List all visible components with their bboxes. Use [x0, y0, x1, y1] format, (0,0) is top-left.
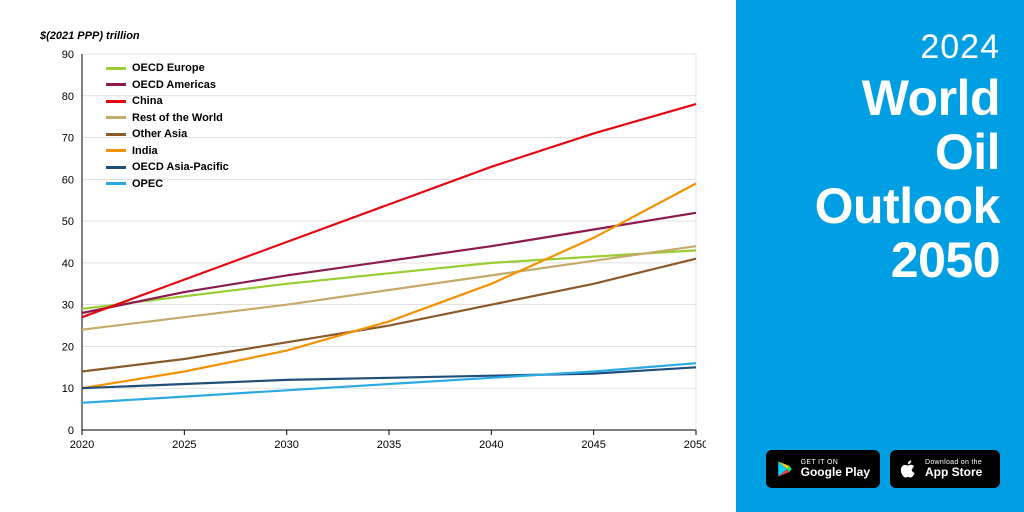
- legend-label: OECD Asia-Pacific: [132, 159, 229, 176]
- legend-item: China: [106, 93, 229, 110]
- legend: OECD EuropeOECD AmericasChinaRest of the…: [106, 60, 229, 192]
- svg-text:30: 30: [62, 300, 74, 312]
- legend-item: OPEC: [106, 176, 229, 193]
- svg-text:60: 60: [62, 174, 74, 186]
- legend-label: OECD Americas: [132, 77, 216, 94]
- legend-item: OECD Americas: [106, 77, 229, 94]
- legend-swatch: [106, 149, 126, 152]
- google-play-icon: [776, 460, 794, 478]
- svg-text:2040: 2040: [479, 439, 503, 451]
- svg-text:2050: 2050: [684, 439, 706, 451]
- title-block: World Oil Outlook 2050: [760, 71, 1000, 287]
- legend-item: OECD Europe: [106, 60, 229, 77]
- legend-swatch: [106, 182, 126, 185]
- side-panel: 2024 World Oil Outlook 2050 GET IT ON Go…: [736, 0, 1024, 512]
- title-line-1: World: [760, 71, 1000, 125]
- legend-swatch: [106, 67, 126, 70]
- legend-swatch: [106, 116, 126, 119]
- svg-text:0: 0: [68, 425, 74, 437]
- legend-label: OPEC: [132, 176, 163, 193]
- legend-label: China: [132, 93, 163, 110]
- legend-swatch: [106, 166, 126, 169]
- svg-text:90: 90: [62, 49, 74, 61]
- google-big-text: Google Play: [801, 466, 870, 479]
- y-axis-label: $(2021 PPP) trillion: [40, 30, 706, 42]
- edition-year: 2024: [760, 28, 1000, 67]
- svg-text:2045: 2045: [581, 439, 605, 451]
- apple-icon: [900, 460, 918, 478]
- title-line-4: 2050: [760, 233, 1000, 287]
- google-play-badge[interactable]: GET IT ON Google Play: [766, 450, 880, 488]
- svg-text:80: 80: [62, 91, 74, 103]
- legend-swatch: [106, 100, 126, 103]
- title-line-2: Oil: [760, 125, 1000, 179]
- legend-item: OECD Asia-Pacific: [106, 159, 229, 176]
- svg-text:40: 40: [62, 258, 74, 270]
- legend-item: Other Asia: [106, 126, 229, 143]
- legend-item: Rest of the World: [106, 110, 229, 127]
- title-line-3: Outlook: [760, 179, 1000, 233]
- svg-text:70: 70: [62, 133, 74, 145]
- svg-text:2030: 2030: [274, 439, 298, 451]
- chart-panel: $(2021 PPP) trillion 0102030405060708090…: [0, 0, 736, 512]
- legend-swatch: [106, 83, 126, 86]
- legend-label: India: [132, 143, 158, 160]
- svg-text:20: 20: [62, 341, 74, 353]
- apple-big-text: App Store: [925, 466, 982, 479]
- svg-text:2020: 2020: [70, 439, 94, 451]
- legend-swatch: [106, 133, 126, 136]
- legend-label: OECD Europe: [132, 60, 205, 77]
- app-store-badge[interactable]: Download on the App Store: [890, 450, 1000, 488]
- svg-text:2025: 2025: [172, 439, 196, 451]
- svg-text:10: 10: [62, 383, 74, 395]
- svg-text:2035: 2035: [377, 439, 401, 451]
- legend-label: Rest of the World: [132, 110, 223, 127]
- legend-label: Other Asia: [132, 126, 187, 143]
- legend-item: India: [106, 143, 229, 160]
- store-badges: GET IT ON Google Play Download on the Ap…: [760, 450, 1000, 488]
- svg-text:50: 50: [62, 216, 74, 228]
- plot-area: 0102030405060708090202020252030203520402…: [46, 48, 706, 458]
